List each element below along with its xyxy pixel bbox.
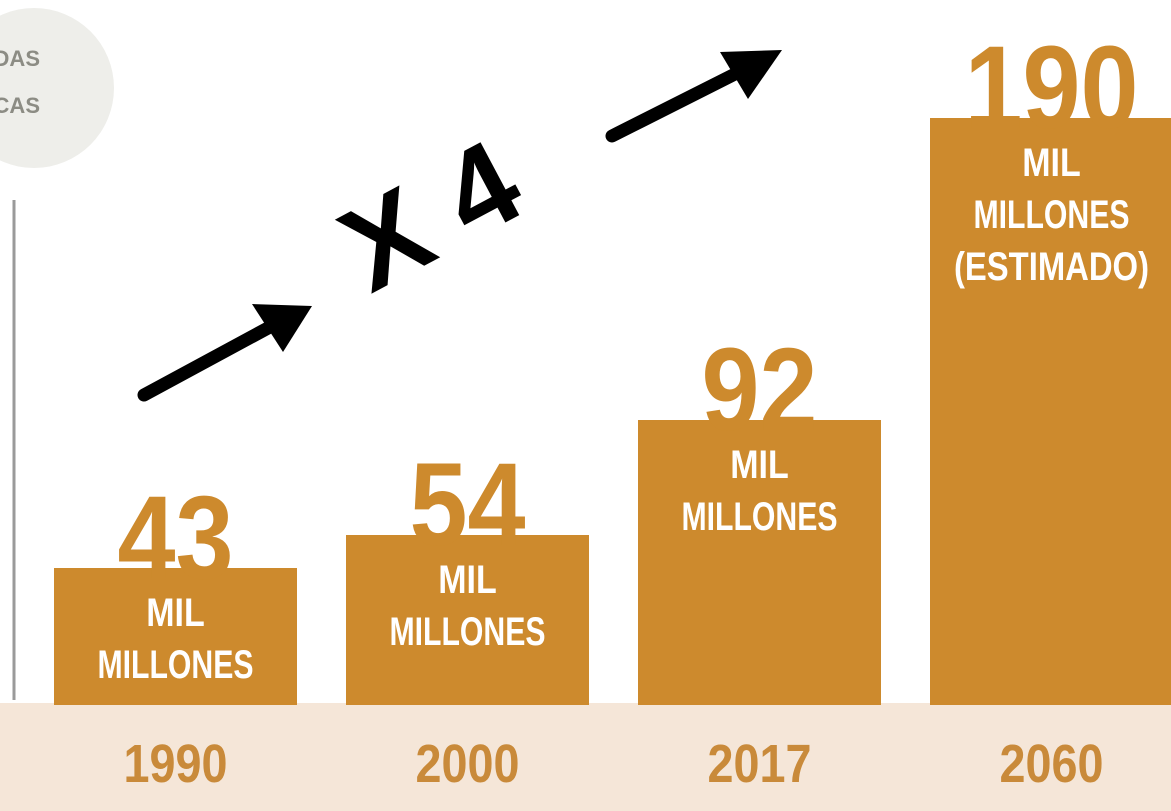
year-label: 1990 (124, 734, 228, 794)
bar-inner-label: MIL (1022, 141, 1081, 185)
value-label: 43 (118, 472, 234, 604)
year-label: 2000 (416, 734, 520, 794)
growth-multiplier-label: X 4 (320, 114, 542, 317)
year-label: 2017 (708, 734, 812, 794)
bar (346, 535, 589, 705)
bar-inner-label: MILLONES (98, 643, 254, 687)
bar-inner-label: MILLONES (682, 495, 838, 539)
value-label: 190 (965, 22, 1139, 154)
unit-badge-line2: TRICAS (0, 93, 40, 118)
bar-inner-label: (ESTIMADO) (954, 245, 1149, 289)
bar-inner-label: MILLONES (974, 193, 1130, 237)
growth-arrow-lower (137, 304, 312, 402)
year-label: 2060 (1000, 734, 1104, 794)
growth-arrow-upper (605, 50, 782, 143)
value-label: 54 (410, 439, 526, 571)
bar (930, 118, 1171, 705)
bar-inner-label: MILLONES (390, 610, 546, 654)
bar-inner-label: MIL (438, 558, 497, 602)
footer-band (0, 703, 1171, 811)
bar (638, 420, 881, 705)
unit-badge-line1: ELADAS (0, 46, 40, 71)
bar (54, 568, 297, 705)
value-label: 92 (702, 324, 818, 456)
unit-badge (0, 8, 114, 168)
growth-annotation: X 4 (137, 50, 782, 402)
bar-inner-label: MIL (146, 591, 205, 635)
bars-layer: 43MILMILLONES199054MILMILLONES200092MILM… (54, 22, 1171, 794)
bar-inner-label: MIL (730, 443, 789, 487)
